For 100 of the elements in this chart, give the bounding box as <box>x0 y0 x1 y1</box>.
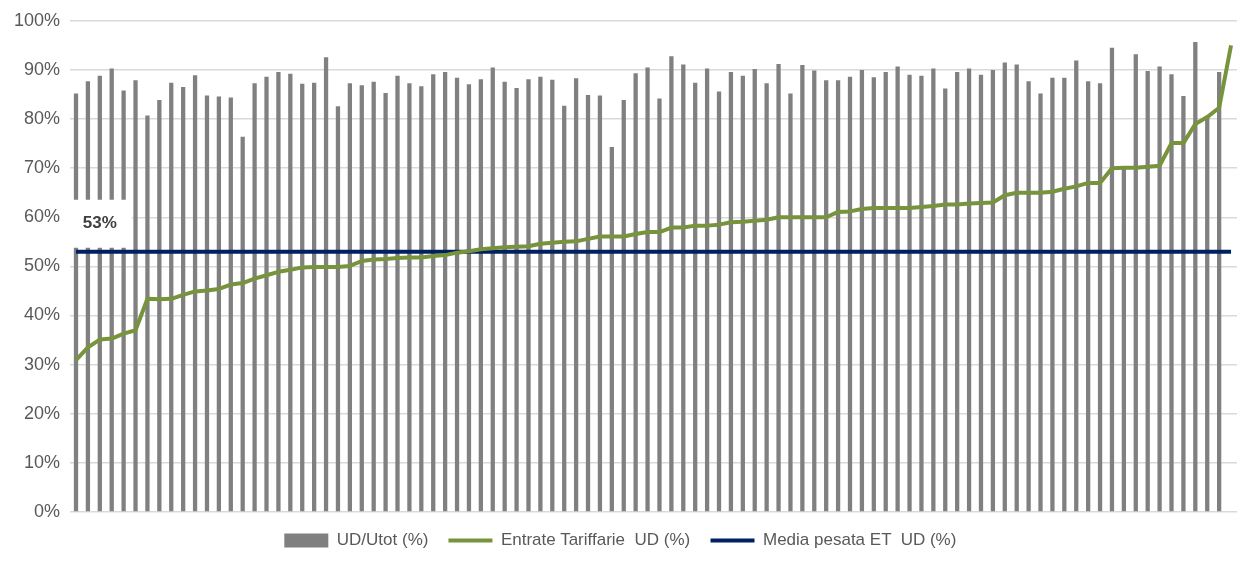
y-tick-label: 80% <box>24 108 61 129</box>
bar <box>466 84 472 512</box>
bar <box>490 67 495 512</box>
y-tick-label: 60% <box>24 206 61 227</box>
bar <box>442 71 448 512</box>
bar <box>1109 47 1115 512</box>
y-tick-label: 0% <box>34 500 61 521</box>
bar <box>371 81 376 512</box>
bar <box>240 136 245 512</box>
bar <box>633 73 638 512</box>
bar <box>704 68 710 512</box>
bar <box>347 83 353 512</box>
bar <box>145 115 150 512</box>
bar <box>1074 60 1079 512</box>
bar <box>764 83 769 512</box>
bar <box>276 71 281 512</box>
y-tick-label: 100% <box>13 9 61 30</box>
bar <box>133 80 138 512</box>
bar <box>693 82 698 512</box>
bar <box>1121 167 1127 512</box>
bar <box>800 65 805 512</box>
bar <box>1181 95 1186 512</box>
bar <box>716 91 722 512</box>
bar <box>621 99 626 512</box>
bar <box>871 77 876 512</box>
bar <box>835 80 841 512</box>
bar <box>252 83 257 512</box>
bar <box>824 80 829 512</box>
bar <box>1157 66 1162 512</box>
bar <box>1216 71 1222 512</box>
y-tick-label: 50% <box>24 255 61 276</box>
bar <box>288 73 293 512</box>
bar <box>204 95 210 512</box>
bar <box>573 78 579 512</box>
bar <box>740 75 745 512</box>
bar <box>931 68 936 512</box>
bar <box>1014 64 1019 512</box>
bar <box>645 67 650 512</box>
bar <box>597 95 603 512</box>
bar <box>359 85 364 512</box>
bar <box>1133 54 1138 512</box>
y-tick-label: 20% <box>24 402 61 423</box>
y-tick-label: 90% <box>24 58 61 79</box>
bar <box>788 93 793 512</box>
bar <box>1205 117 1210 512</box>
bar <box>907 74 912 512</box>
bar <box>585 94 591 512</box>
bar <box>1002 62 1007 512</box>
bar <box>157 99 162 512</box>
y-tick-label: 30% <box>24 353 61 374</box>
bar <box>609 147 614 512</box>
bar <box>1026 81 1031 512</box>
bar <box>943 88 948 512</box>
bar <box>526 79 531 512</box>
y-tick-label: 40% <box>24 304 61 325</box>
bar <box>812 70 817 512</box>
bar <box>955 71 960 512</box>
data-label: 53% <box>82 213 117 233</box>
bar <box>895 66 900 512</box>
bar <box>728 71 734 512</box>
bar <box>966 68 972 512</box>
legend-label: Media pesata ET UD (%) <box>763 530 957 550</box>
bar <box>1062 77 1067 512</box>
bar <box>454 77 460 512</box>
bar <box>681 64 686 512</box>
bar <box>1097 83 1103 512</box>
bar <box>859 69 865 512</box>
y-tick-label: 10% <box>24 451 61 472</box>
bar <box>752 68 757 512</box>
bar <box>395 75 400 512</box>
bar <box>1086 81 1091 512</box>
bar <box>550 79 555 512</box>
bar <box>978 74 984 512</box>
bar <box>335 106 341 512</box>
bar <box>1169 74 1174 512</box>
bar <box>776 64 781 512</box>
legend-label: UD/Utot (%) <box>336 530 429 550</box>
bar <box>990 69 996 512</box>
bar <box>562 105 567 512</box>
bar <box>419 86 424 512</box>
bar <box>216 96 222 512</box>
bar <box>514 88 519 512</box>
bar <box>264 76 269 512</box>
bar <box>847 76 853 512</box>
bar <box>1038 93 1043 512</box>
bar <box>919 75 924 512</box>
bar <box>478 79 483 512</box>
bar <box>502 81 507 512</box>
bar <box>538 76 543 512</box>
bar <box>169 82 174 512</box>
bar <box>323 57 329 512</box>
bar <box>181 87 186 512</box>
bar <box>431 74 436 512</box>
bar <box>228 97 233 512</box>
y-tick-label: 70% <box>24 157 61 178</box>
bar <box>669 56 674 512</box>
legend-label: Entrate Tariffarie UD (%) <box>500 530 691 550</box>
bar <box>407 83 412 512</box>
bar <box>300 83 305 512</box>
bar <box>312 82 317 512</box>
